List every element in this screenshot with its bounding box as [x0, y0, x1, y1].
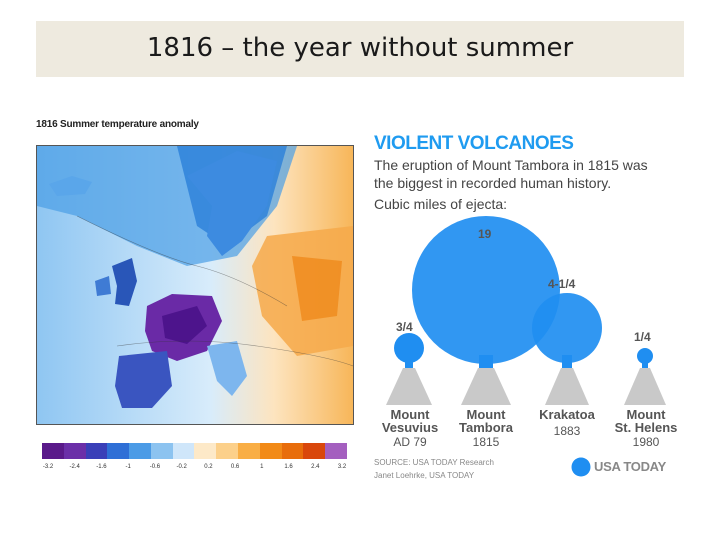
colorbar-tick-label: 0.6 — [230, 464, 240, 470]
infographic-unit-label: Cubic miles of ejecta: — [374, 196, 508, 212]
value-tambora: 19 — [478, 227, 492, 241]
colorbar-swatch — [63, 443, 86, 459]
year-tambora: 1815 — [472, 435, 500, 449]
colorbar-tick-label: -0.2 — [176, 464, 187, 470]
colorbar-tick-label: 1 — [260, 464, 264, 470]
value-vesuvius: 3/4 — [396, 320, 413, 334]
colorbar-tick-label: 1.6 — [284, 464, 293, 470]
label-vesuvius-line1: Mount — [390, 407, 430, 422]
colorbar-swatch — [281, 443, 304, 459]
colorbar-swatch — [238, 443, 260, 459]
slide-title-band: 1816 – the year without summer — [36, 21, 684, 77]
colorbar-swatch — [172, 443, 195, 459]
usa-today-logo-icon — [571, 457, 591, 477]
colorbar-tick-label: 3.2 — [337, 464, 347, 470]
mountain-vesuvius — [386, 368, 432, 405]
colorbar-swatch — [129, 443, 151, 459]
europe-map-image — [37, 146, 353, 424]
colorbar-swatch — [150, 443, 173, 459]
label-krakatoa: Krakatoa — [532, 408, 602, 421]
label-tambora-line2: Tambora — [459, 420, 513, 435]
colorbar-swatch — [85, 443, 108, 459]
source-line2: Janet Loehrke, USA TODAY — [374, 471, 475, 480]
slide-title: 1816 – the year without summer — [146, 33, 574, 63]
temperature-anomaly-map — [36, 145, 354, 425]
infographic-subtitle-line2: the biggest in recorded human history. — [374, 175, 612, 191]
label-st-helens-line2: St. Helens — [614, 420, 678, 435]
map-caption: 1816 Summer temperature anomaly — [36, 119, 199, 130]
year-vesuvius: AD 79 — [393, 435, 427, 449]
ejecta-circle-vesuvius — [394, 333, 424, 363]
colorbar-tick-label: -1.6 — [96, 464, 107, 470]
colorbar-tick-label: -1 — [125, 464, 131, 470]
value-krakatoa: 4-1/4 — [548, 277, 576, 291]
infographic-heading: VIOLENT VOLCANOES — [374, 133, 574, 154]
year-st-helens: 1980 — [632, 435, 660, 449]
colorbar-tick-label: -0.6 — [149, 464, 161, 470]
colorbar-tick-label: -2.4 — [69, 464, 80, 470]
colorbar-swatch — [107, 443, 130, 459]
source-line1: SOURCE: USA TODAY Research — [374, 458, 494, 467]
colorbar-swatch — [259, 443, 282, 459]
colorbar-swatch — [325, 443, 347, 459]
colorbar-tick-label: -3.2 — [42, 464, 54, 470]
colorbar-swatch — [194, 443, 217, 459]
label-st-helens-line1: Mount — [626, 407, 666, 422]
mountain-tambora — [461, 368, 511, 405]
ejecta-circle-tambora — [412, 216, 560, 364]
colorbar-tick-label: 2.4 — [311, 464, 320, 470]
label-krakatoa-line1: Krakatoa — [539, 407, 595, 422]
colorbar — [42, 443, 347, 459]
ejecta-circle-krakatoa — [532, 293, 602, 363]
colorbar-swatch — [42, 443, 64, 459]
label-st-helens: Mount St. Helens — [608, 408, 684, 434]
mountain-krakatoa — [545, 368, 589, 405]
label-tambora-line1: Mount — [466, 407, 506, 422]
source-credit: SOURCE: USA TODAY Research Janet Loehrke… — [374, 456, 494, 482]
label-tambora: Mount Tambora — [452, 408, 520, 434]
infographic-subtitle-line1: The eruption of Mount Tambora in 1815 wa… — [374, 157, 648, 173]
colorbar-tick-label: 0.2 — [204, 464, 213, 470]
label-vesuvius: Mount Vesuvius — [378, 408, 442, 434]
label-vesuvius-line2: Vesuvius — [381, 420, 439, 435]
colorbar-swatch — [216, 443, 239, 459]
year-krakatoa: 1883 — [553, 424, 581, 438]
mountain-st-helens — [624, 368, 666, 405]
colorbar-swatch — [303, 443, 326, 459]
infographic-text: VIOLENT VOLCANOES The eruption of Mount … — [374, 133, 694, 212]
value-st-helens: 1/4 — [634, 330, 651, 344]
brand-name: USA TODAY — [594, 459, 666, 474]
